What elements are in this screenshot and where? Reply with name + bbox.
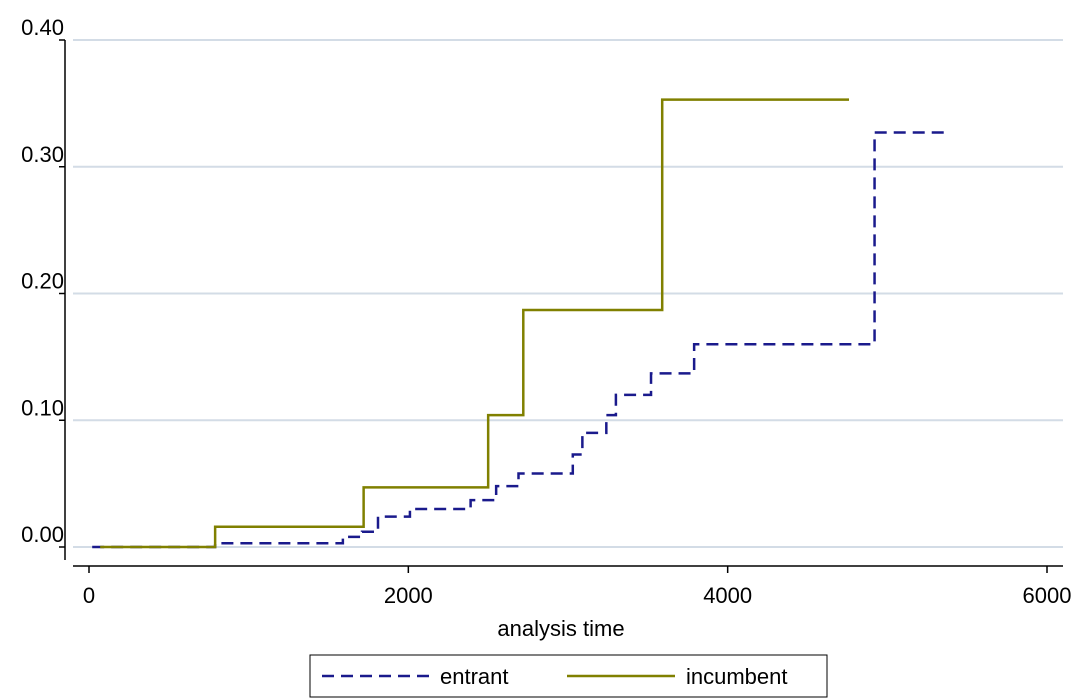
x-tick-label: 2000 xyxy=(384,583,433,608)
x-tick-label: 4000 xyxy=(703,583,752,608)
axes xyxy=(65,40,1063,566)
y-ticks: 0.00 0.10 0.20 0.30 0.40 xyxy=(21,15,65,547)
y-tick-label: 0.30 xyxy=(21,142,64,167)
y-tick-label: 0.00 xyxy=(21,522,64,547)
y-tick-label: 0.10 xyxy=(21,395,64,420)
y-tick-label: 0.20 xyxy=(21,269,64,294)
x-ticks: 0 2000 4000 6000 xyxy=(83,566,1072,608)
legend: entrant incumbent xyxy=(310,655,827,697)
y-tick-label: 0.40 xyxy=(21,15,64,40)
legend-label-entrant: entrant xyxy=(440,664,509,689)
series-line-entrant xyxy=(92,133,945,547)
x-tick-label: 0 xyxy=(83,583,95,608)
gridlines xyxy=(73,40,1063,547)
x-tick-label: 6000 xyxy=(1023,583,1072,608)
x-axis-title: analysis time xyxy=(497,616,624,641)
legend-label-incumbent: incumbent xyxy=(686,664,788,689)
